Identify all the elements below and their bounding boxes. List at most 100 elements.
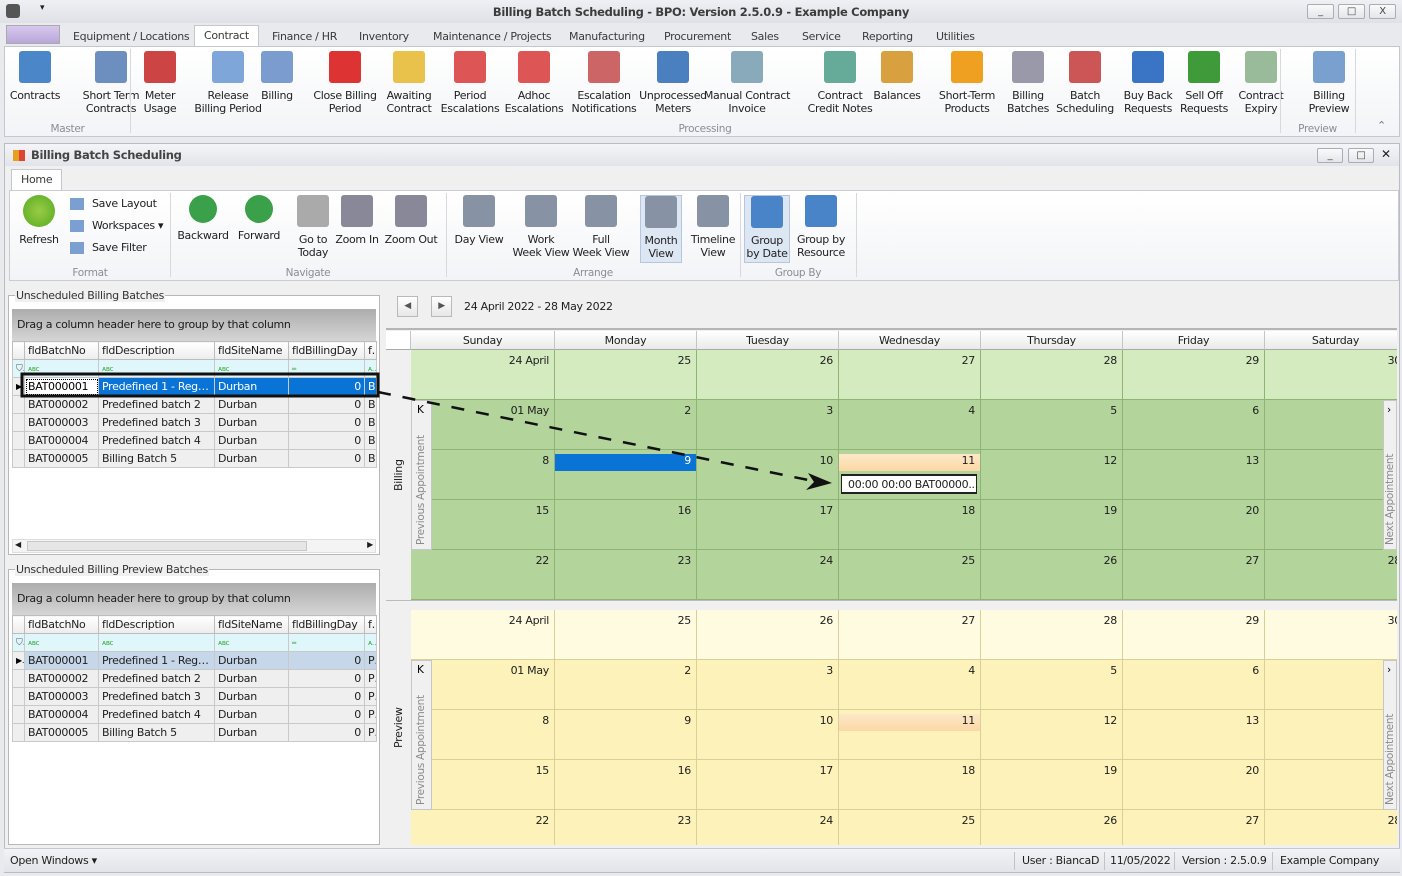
calendar-day-cell[interactable]: 01 May bbox=[411, 400, 555, 450]
save-layout-button[interactable]: Save Layout bbox=[70, 197, 157, 210]
row-indicator[interactable] bbox=[12, 705, 25, 724]
cell-fl[interactable]: BI bbox=[364, 431, 377, 450]
cell-fl[interactable]: BI bbox=[364, 395, 377, 414]
ribbon-button-buy-back-requests[interactable]: Buy Back Requests bbox=[1104, 51, 1192, 115]
calendar-day-cell[interactable]: 10 bbox=[697, 710, 839, 760]
row-indicator[interactable] bbox=[12, 669, 25, 688]
previous-appointment-button[interactable]: K Previous Appointment bbox=[411, 660, 432, 810]
tab-contract[interactable]: Contract bbox=[194, 25, 259, 47]
next-range-button[interactable]: ▶ bbox=[431, 296, 452, 317]
calendar-day-cell[interactable]: 27 bbox=[1123, 550, 1265, 600]
prev-range-button[interactable]: ◀ bbox=[397, 296, 418, 317]
child-minimize-button[interactable]: _ bbox=[1317, 148, 1343, 163]
filter-icon[interactable]: ⛉ bbox=[12, 359, 25, 378]
cell-fldbillingday[interactable]: 0 bbox=[288, 669, 365, 688]
ribbon-button-contract-credit-notes[interactable]: Contract Credit Notes bbox=[796, 51, 884, 115]
next-appointment-button[interactable]: › Next Appointment bbox=[1383, 400, 1397, 550]
previous-appointment-button[interactable]: K Previous Appointment bbox=[411, 400, 432, 550]
calendar-day-cell[interactable]: 5 bbox=[981, 660, 1123, 710]
ribbon-button-meter-usage[interactable]: Meter Usage bbox=[130, 51, 190, 115]
open-windows-menu[interactable]: Open Windows ▾ bbox=[10, 854, 97, 867]
calendar-day-cell[interactable]: 28 bbox=[1265, 550, 1397, 600]
cell-fldsitename[interactable]: Durban bbox=[214, 687, 289, 706]
cell-flddescription[interactable]: Predefined batch 4 bbox=[98, 705, 215, 724]
calendar-day-cell[interactable]: 13 bbox=[1123, 710, 1265, 760]
column-header-fldbillingday[interactable]: fldBillingDay bbox=[288, 615, 365, 634]
quick-access-dropdown[interactable]: ▾ bbox=[40, 3, 45, 13]
cell-fl[interactable]: PR bbox=[364, 687, 377, 706]
calendar-day-cell[interactable]: 20 bbox=[1123, 500, 1265, 550]
calendar-day-cell[interactable]: 26 bbox=[981, 810, 1123, 845]
calendar-day-cell[interactable]: 24 bbox=[697, 810, 839, 845]
nav-go-to-today-button[interactable]: Go to Today bbox=[286, 195, 340, 259]
tab-utilities[interactable]: Utilities bbox=[936, 30, 975, 43]
next-appointment-button[interactable]: › Next Appointment bbox=[1383, 660, 1397, 810]
calendar-day-cell[interactable]: 28 bbox=[981, 350, 1123, 400]
tab-manufacturing[interactable]: Manufacturing bbox=[569, 30, 645, 43]
calendar-day-cell[interactable]: 16 bbox=[555, 760, 697, 810]
calendar-day-cell[interactable]: 18 bbox=[839, 760, 981, 810]
app-logo-icon[interactable] bbox=[6, 4, 20, 18]
calendar-day-cell[interactable]: 28 bbox=[981, 610, 1123, 660]
cell-fl[interactable]: PR bbox=[364, 669, 377, 688]
arrange-month-view-button[interactable]: Month View bbox=[640, 195, 682, 263]
calendar-day-cell[interactable]: 23 bbox=[555, 810, 697, 845]
ribbon-button-short-term-products[interactable]: Short-Term Products bbox=[923, 51, 1011, 115]
calendar-day-cell[interactable]: 25 bbox=[839, 550, 981, 600]
cell-fldbillingday[interactable]: 0 bbox=[288, 431, 365, 450]
cell-flddescription[interactable]: Predefined batch 3 bbox=[98, 413, 215, 432]
cell-fldbatchno[interactable]: BAT000002 bbox=[24, 395, 99, 414]
arrange-work-week-view-button[interactable]: Work Week View bbox=[512, 195, 570, 263]
ribbon-button-manual-contract-invoice[interactable]: Manual Contract Invoice bbox=[703, 51, 791, 115]
cell-fldsitename[interactable]: Durban bbox=[214, 413, 289, 432]
calendar-day-cell[interactable]: 26 bbox=[981, 550, 1123, 600]
arrange-day-view-button[interactable]: Day View bbox=[450, 195, 508, 263]
minimize-button[interactable]: _ bbox=[1307, 4, 1334, 19]
column-header-flddescription[interactable]: fldDescription bbox=[98, 615, 215, 634]
filter-cell[interactable]: ═ bbox=[288, 633, 365, 652]
horizontal-scrollbar[interactable]: ◀ ▶ bbox=[12, 539, 376, 553]
calendar-day-cell[interactable]: 8 bbox=[411, 450, 555, 500]
filter-cell[interactable]: ᴀʙᴄ bbox=[214, 359, 289, 378]
cell-fldbatchno[interactable]: BAT000004 bbox=[24, 431, 99, 450]
calendar-day-cell[interactable]: 7 bbox=[1265, 660, 1397, 710]
refresh-button[interactable]: Refresh bbox=[14, 195, 64, 246]
calendar-day-cell[interactable]: 4 bbox=[839, 400, 981, 450]
ribbon-button-release-billing-period[interactable]: Release Billing Period bbox=[184, 51, 272, 115]
row-indicator[interactable] bbox=[12, 395, 25, 414]
tab-home[interactable]: Home bbox=[11, 169, 63, 191]
tab-equipment-locations[interactable]: Equipment / Locations bbox=[73, 30, 190, 43]
calendar-day-cell[interactable]: 18 bbox=[839, 500, 981, 550]
ribbon-button-escalation-notifications[interactable]: Escalation Notifications bbox=[560, 51, 648, 115]
calendar-day-cell[interactable]: 4 bbox=[839, 660, 981, 710]
calendar-day-cell[interactable]: 8 bbox=[411, 710, 555, 760]
filter-cell[interactable]: ᴀʙᴄ bbox=[364, 359, 377, 378]
cell-fldsitename[interactable]: Durban bbox=[214, 705, 289, 724]
cell-flddescription[interactable]: Predefined batch 3 bbox=[98, 687, 215, 706]
column-header-fldbatchno[interactable]: fldBatchNo bbox=[24, 615, 99, 634]
cell-fldbillingday[interactable]: 0 bbox=[288, 651, 365, 670]
cell-fldbatchno[interactable]: BAT000005 bbox=[24, 723, 99, 742]
calendar-day-cell[interactable]: 9 bbox=[555, 710, 697, 760]
cell-fldbillingday[interactable]: 0 bbox=[288, 413, 365, 432]
tab-maintenance-projects[interactable]: Maintenance / Projects bbox=[433, 30, 552, 43]
calendar-day-cell[interactable]: 12 bbox=[981, 450, 1123, 500]
table-row[interactable]: ▶ BAT000001 Predefined 1 - Regu... Durban 0 P… bbox=[12, 651, 377, 670]
cell-fldsitename[interactable]: Durban bbox=[214, 395, 289, 414]
calendar-day-cell[interactable]: 15 bbox=[411, 760, 555, 810]
ribbon-button-sell-off-requests[interactable]: Sell Off Requests bbox=[1160, 51, 1248, 115]
nav-forward-button[interactable]: Forward bbox=[232, 195, 286, 242]
cell-fldsitename[interactable]: Durban bbox=[214, 723, 289, 742]
calendar-day-cell[interactable]: 25 bbox=[555, 350, 697, 400]
ribbon-button-unprocessed-meters[interactable]: Unprocessed Meters bbox=[629, 51, 717, 115]
calendar-day-cell[interactable]: 16 bbox=[555, 500, 697, 550]
column-header-fl[interactable]: fl bbox=[364, 615, 377, 634]
calendar-day-cell[interactable]: 2 bbox=[555, 660, 697, 710]
calendar-day-cell[interactable]: 5 bbox=[981, 400, 1123, 450]
nav-zoom-out-button[interactable]: Zoom Out bbox=[384, 195, 438, 246]
arrange-full-week-view-button[interactable]: Full Week View bbox=[572, 195, 630, 263]
cell-fl[interactable]: BI bbox=[364, 377, 377, 396]
